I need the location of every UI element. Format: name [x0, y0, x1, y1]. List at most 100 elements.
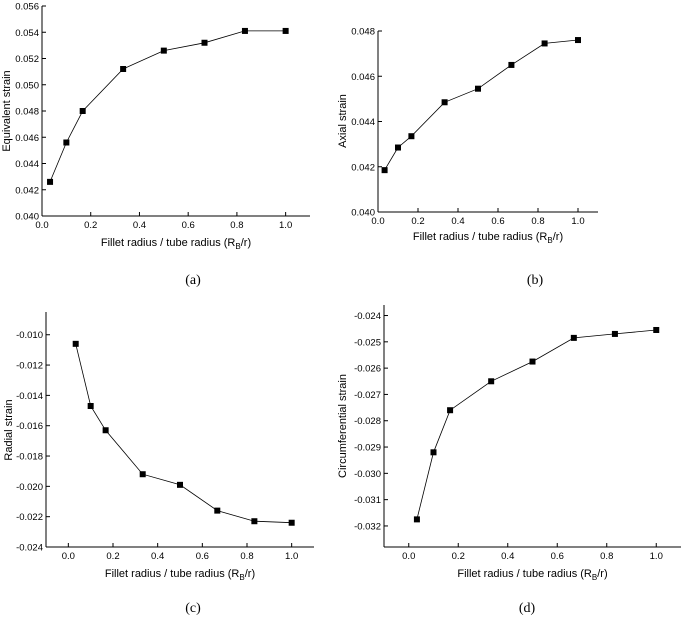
data-point-marker	[87, 403, 94, 409]
data-point-marker	[575, 37, 581, 44]
data-point-marker	[430, 449, 437, 456]
x-tick-label: 1.0	[279, 220, 292, 231]
x-axis-label: Fillet radius / tube radius (RB/r)	[105, 568, 255, 582]
x-tick-label: 0.8	[230, 220, 243, 231]
y-tick-label: -0.025	[354, 337, 381, 348]
data-point-marker	[381, 167, 388, 174]
x-tick-label: 0.4	[451, 216, 464, 227]
y-tick-label: 0.048	[351, 27, 375, 38]
caption-d: (d)	[519, 601, 536, 616]
x-axis-label-tail: /r)	[241, 237, 251, 249]
y-tick-label: 0.044	[351, 117, 375, 128]
x-axis-label-subscript: B	[239, 573, 244, 582]
y-tick-label: 0.040	[351, 208, 375, 219]
data-point-marker	[488, 378, 495, 385]
x-axis-label-main: Fillet radius / tube radius (R	[457, 568, 592, 580]
y-tick-label: -0.018	[16, 452, 43, 463]
x-tick-label: 0.8	[600, 551, 613, 562]
x-tick-label: 0.2	[411, 216, 424, 227]
x-tick-label: 0.6	[551, 551, 564, 562]
y-tick-label: -0.031	[354, 495, 381, 506]
data-point-marker	[177, 481, 183, 488]
data-point-marker	[447, 407, 454, 414]
x-tick-label: 0.8	[240, 551, 253, 562]
x-tick-label: 0.6	[182, 220, 195, 231]
x-tick-label: 0.2	[106, 551, 119, 562]
y-tick-label: 0.046	[351, 72, 375, 83]
x-axis-label-main: Fillet radius / tube radius (R	[105, 568, 240, 580]
data-point-marker	[570, 334, 577, 341]
x-tick-label: 0.0	[371, 216, 384, 227]
y-tick-label: -0.027	[354, 390, 381, 401]
x-tick-label: 0.6	[196, 551, 209, 562]
y-tick-label: 0.044	[15, 159, 39, 170]
data-point-marker	[102, 427, 109, 434]
y-tick-label: -0.016	[16, 421, 43, 432]
x-tick-label: 0.8	[531, 216, 544, 227]
data-point-marker	[413, 516, 420, 523]
y-tick-label: 0.050	[15, 80, 39, 91]
x-tick-label: 0.4	[133, 220, 146, 231]
x-axis-label-subscript: B	[592, 573, 597, 582]
x-axis-label-tail: /r)	[597, 568, 607, 580]
y-tick-label: -0.014	[16, 391, 43, 402]
data-point-marker	[541, 40, 548, 47]
y-axis-label: Circumferential strain	[337, 374, 349, 478]
x-axis-label-subscript: B	[235, 242, 240, 251]
y-tick-label: 0.046	[15, 133, 39, 144]
data-point-marker	[475, 85, 481, 92]
x-tick-label: 0.4	[501, 551, 514, 562]
y-axis-label: Radial strain	[3, 399, 15, 460]
x-axis-label-tail: /r)	[553, 231, 563, 243]
series-line	[384, 39, 579, 171]
y-tick-label: -0.010	[16, 330, 43, 341]
data-point-marker	[441, 99, 448, 106]
x-axis-label: Fillet radius / tube radius (RB/r)	[101, 237, 251, 251]
x-tick-label: 0.0	[402, 551, 415, 562]
data-point-marker	[395, 144, 401, 151]
data-point-marker	[653, 326, 660, 333]
data-point-marker	[47, 178, 54, 185]
y-tick-label: -0.022	[16, 512, 43, 523]
chart-panel-d: -0.024 -0.025 -0.026 -0.027 -0.028 -0.029 -0.0…	[337, 305, 681, 582]
data-point-marker	[139, 471, 146, 478]
data-point-marker	[214, 507, 221, 514]
y-tick-label: 0.042	[351, 162, 375, 173]
y-tick-label: -0.030	[354, 469, 381, 480]
y-tick-label: -0.032	[354, 521, 381, 532]
y-tick-label: -0.029	[354, 443, 381, 454]
data-point-marker	[529, 358, 536, 365]
data-point-marker	[282, 27, 289, 34]
data-point-marker	[288, 519, 295, 526]
data-point-marker	[408, 133, 415, 140]
x-tick-label: 0.2	[452, 551, 465, 562]
x-tick-label: 0.4	[151, 551, 164, 562]
data-point-marker	[120, 66, 127, 72]
x-axis-label-subscript: B	[547, 236, 552, 245]
x-axis-label-main: Fillet radius / tube radius (R	[101, 237, 236, 249]
data-point-marker	[79, 108, 86, 114]
data-point-marker	[241, 27, 248, 34]
series-line	[49, 30, 286, 183]
x-axis-label: Fillet radius / tube radius (RB/r)	[413, 231, 563, 245]
chart-panel-a: 0.040 0.042 0.044 0.046 0.048 0.050 0.052 0.054…	[1, 2, 310, 251]
y-tick-label: 0.054	[15, 28, 39, 39]
chart-panel-c: -0.010 -0.012 -0.014 -0.016 -0.018 -0.020 -0.0…	[3, 312, 314, 582]
x-tick-label: 0.0	[35, 220, 48, 231]
caption-b: (b)	[527, 273, 544, 288]
x-axis-label: Fillet radius / tube radius (RB/r)	[457, 568, 607, 582]
chart-panel-b: 0.040 0.042 0.044 0.046 0.048 0.0 0.2 0.4 0.6 0.8…	[337, 27, 598, 245]
y-tick-label: 0.048	[15, 107, 39, 118]
y-tick-label: 0.052	[15, 54, 39, 65]
x-tick-label: 1.0	[571, 216, 584, 227]
y-tick-label: -0.024	[354, 311, 381, 322]
data-point-marker	[611, 330, 618, 337]
caption-c: (c)	[185, 601, 201, 616]
y-tick-label: 0.042	[15, 185, 39, 196]
data-point-marker	[72, 340, 79, 347]
x-tick-label: 0.2	[84, 220, 97, 231]
data-point-marker	[508, 61, 515, 68]
data-point-marker	[251, 518, 258, 525]
x-tick-label: 0.6	[491, 216, 504, 227]
